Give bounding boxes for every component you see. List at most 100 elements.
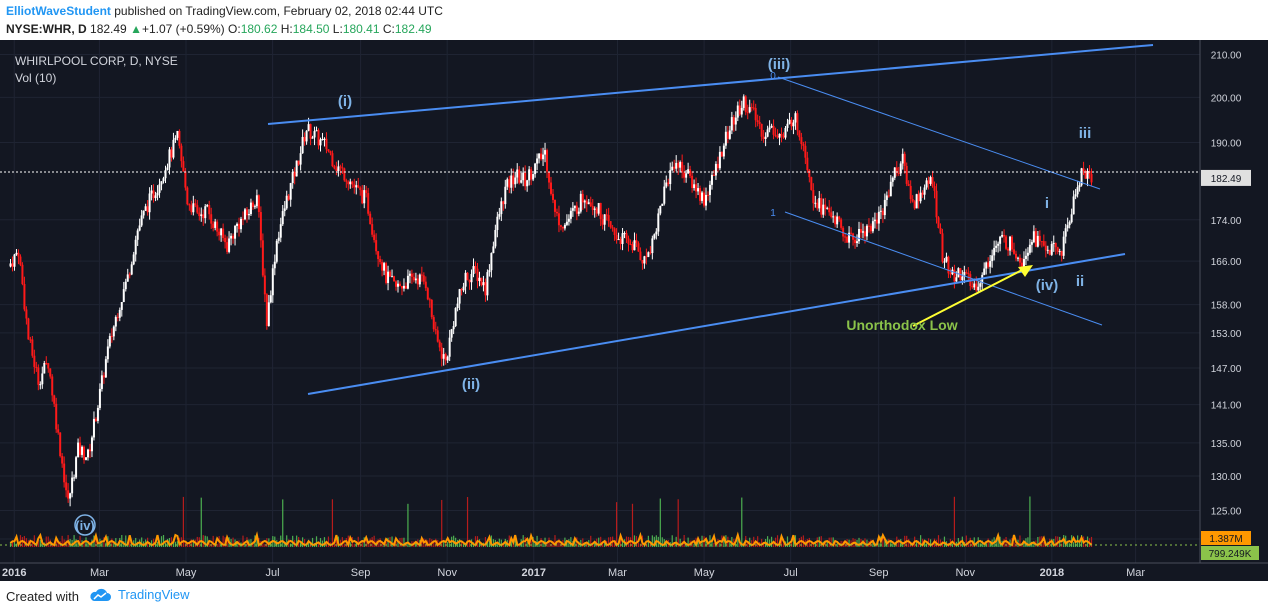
x-tick-label: Mar	[608, 567, 627, 579]
candle-body	[339, 166, 342, 168]
candle-body	[895, 167, 898, 173]
candle-body	[104, 359, 107, 378]
candle-body	[1022, 258, 1025, 268]
trendlines[interactable]	[0, 44, 1200, 546]
chart-background	[0, 40, 1268, 581]
candle-body	[456, 303, 459, 309]
candle-body	[353, 184, 356, 188]
candle-body	[1058, 251, 1061, 253]
candle-body	[73, 477, 76, 479]
volume-bar	[460, 541, 463, 547]
volume-bar	[353, 543, 355, 547]
volume-bar	[115, 538, 117, 547]
candle-body	[955, 277, 958, 282]
candle-body	[188, 204, 191, 206]
candle-body	[754, 108, 757, 121]
volume-bar	[1007, 541, 1009, 547]
volume-bar	[307, 539, 310, 547]
volume-bar	[468, 539, 471, 547]
candle-body	[204, 206, 207, 219]
volume-bar	[772, 543, 775, 547]
candle-body	[210, 214, 213, 224]
volume-bar	[206, 536, 208, 547]
volume-bar	[1080, 535, 1083, 547]
volume-bar	[687, 537, 689, 547]
volume-bar	[604, 541, 606, 547]
volume-bar	[150, 540, 153, 547]
candle-body	[995, 245, 998, 248]
candle-body	[389, 271, 392, 277]
candle-body	[863, 231, 866, 237]
candle-body	[35, 366, 38, 368]
candle-body	[736, 105, 739, 118]
y-tick-label: 130.00	[1211, 472, 1242, 483]
chart-area[interactable]: (i) (ii) (iii) (iv) i ii iii 0 1 (iv) Un…	[0, 40, 1268, 581]
candle-body	[1011, 236, 1014, 250]
volume-bar	[160, 536, 163, 547]
candle-body	[1084, 170, 1087, 179]
volume-bar	[156, 541, 159, 547]
candle-body	[633, 240, 636, 251]
volume-bar	[514, 536, 516, 547]
x-tick-label: Nov	[955, 567, 975, 579]
candle-body	[317, 130, 320, 146]
volume-bar	[713, 542, 715, 547]
candle-body	[911, 199, 914, 202]
candle-body	[983, 268, 986, 275]
x-tick-label: Jul	[266, 567, 280, 579]
tradingview-brand[interactable]: TradingView	[88, 587, 190, 602]
candle-body	[359, 187, 362, 191]
candle-body	[712, 174, 715, 176]
candle-body	[61, 456, 64, 464]
fib-line-1[interactable]	[784, 211, 1103, 326]
volume-bar	[602, 542, 604, 547]
lower-channel-line[interactable]	[307, 253, 1126, 395]
volume-bar	[526, 542, 528, 547]
volume-bar	[369, 538, 371, 547]
candle-body	[1024, 255, 1027, 259]
fib-line-0[interactable]	[777, 76, 1101, 190]
candle-body	[396, 283, 399, 287]
candle-body	[740, 107, 743, 115]
candle-body	[822, 204, 825, 215]
author-link[interactable]: ElliotWaveStudent	[6, 4, 111, 18]
volume-bar	[582, 538, 584, 547]
price-chart[interactable]: (i) (ii) (iii) (iv) i ii iii 0 1 (iv) Un…	[0, 40, 1268, 581]
candle-body	[420, 274, 423, 276]
candle-body	[488, 270, 491, 273]
candle-body	[494, 229, 497, 247]
volume-bar	[71, 540, 73, 547]
candle-body	[540, 153, 543, 160]
candle-body	[551, 193, 554, 200]
volume-bar	[637, 542, 640, 547]
candle-body	[869, 225, 872, 232]
candle-body	[226, 242, 229, 252]
upper-channel-line[interactable]	[267, 44, 1154, 125]
volume-label: 1.387M	[1209, 534, 1242, 545]
volume-ma-badge	[1201, 546, 1259, 560]
time-axis[interactable]: 2016 Mar May Jul Sep Nov 2017 Mar May Jul Sep Nov 20…	[0, 562, 1268, 581]
candle-body	[343, 168, 346, 181]
candle-body	[275, 240, 278, 262]
candle-body	[79, 442, 82, 455]
candle-body	[424, 281, 427, 289]
candle-body	[681, 162, 684, 173]
candle-body	[122, 289, 125, 303]
volume-bar	[923, 539, 926, 547]
candle-body	[828, 207, 831, 213]
volume-bar	[508, 535, 510, 547]
volume-bar	[333, 542, 336, 547]
candle-body	[1050, 244, 1053, 255]
price-axis[interactable]: 210.00 200.00 190.00 182.49 174.00 166.00 158.…	[1199, 40, 1268, 563]
candle-body	[452, 326, 455, 330]
volume-bar	[987, 538, 989, 547]
volume-bar	[270, 541, 272, 547]
candle-body	[528, 169, 531, 181]
candle-body	[13, 254, 16, 267]
candle-body	[81, 446, 84, 455]
volume-bar	[1090, 536, 1093, 547]
volume-bar	[190, 539, 192, 547]
candle-body	[440, 347, 443, 359]
candle-body	[671, 166, 674, 171]
y-tick-label: 147.00	[1211, 364, 1242, 375]
